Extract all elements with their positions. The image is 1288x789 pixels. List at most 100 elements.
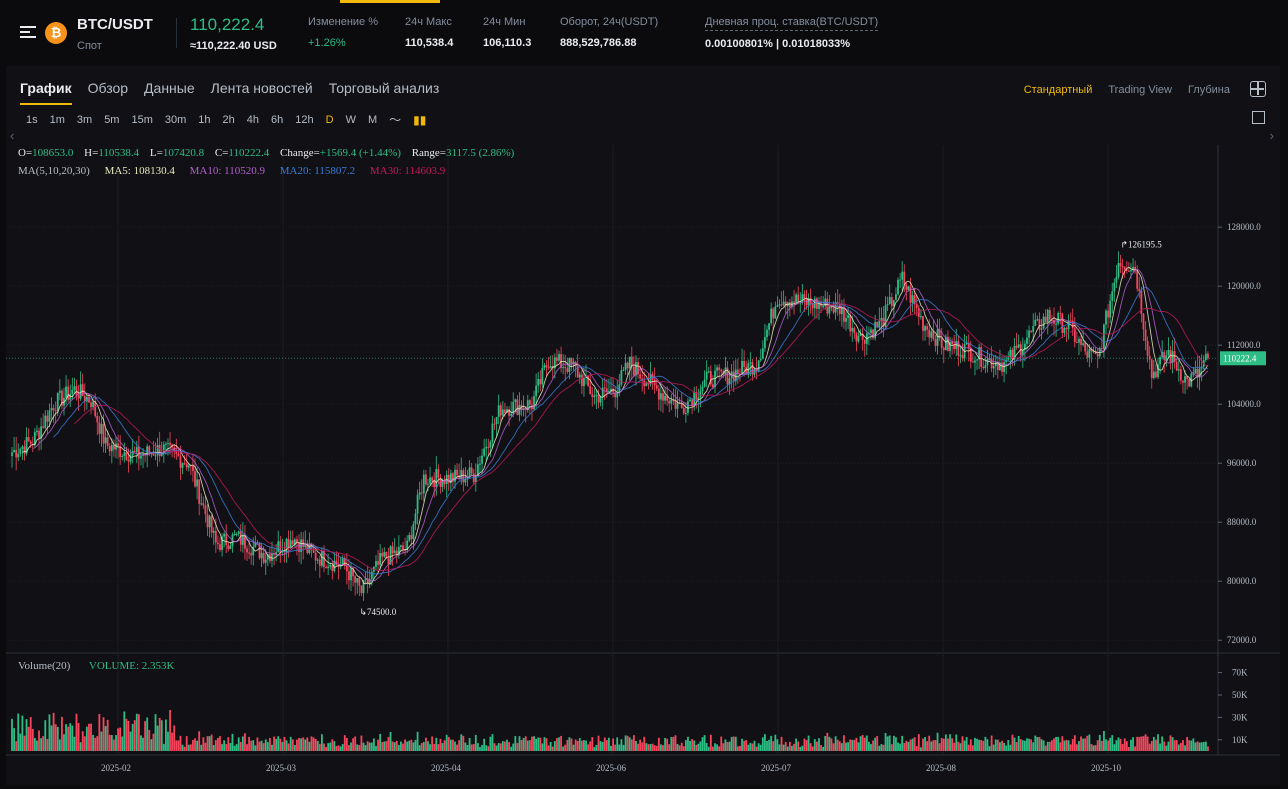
- candle-body: [464, 478, 467, 483]
- volume-bar: [838, 741, 841, 751]
- volume-bar: [580, 740, 583, 751]
- volume-bar: [589, 741, 592, 751]
- menu-icon[interactable]: [20, 26, 36, 40]
- chevron-right-icon[interactable]: ›: [1269, 128, 1274, 143]
- view-depth[interactable]: Глубина: [1187, 84, 1230, 96]
- candle-body: [1165, 355, 1168, 360]
- interval-5m[interactable]: 5m: [104, 113, 120, 126]
- volume-bar: [780, 736, 783, 751]
- candle-body: [859, 333, 862, 336]
- volume-bar: [366, 741, 369, 751]
- candle-body: [424, 474, 427, 485]
- chevron-left-icon[interactable]: ‹: [10, 128, 15, 143]
- interval-15m[interactable]: 15m: [131, 113, 153, 126]
- volume-bar: [720, 736, 723, 751]
- candle-body: [433, 481, 436, 488]
- candle-body: [1001, 362, 1003, 372]
- tab-news[interactable]: Лента новостей: [210, 80, 313, 96]
- volume-bar: [859, 736, 862, 751]
- tab-trading-analysis[interactable]: Торговый анализ: [328, 80, 440, 96]
- candle-body: [148, 446, 151, 454]
- candle-body: [470, 467, 473, 474]
- view-tradingview[interactable]: Trading View: [1108, 84, 1172, 96]
- candle-body: [553, 357, 556, 369]
- tab-overview[interactable]: Обзор: [87, 80, 129, 96]
- volume-bar: [928, 735, 931, 751]
- interval-6h[interactable]: 6h: [271, 113, 284, 126]
- volume-bar: [632, 735, 635, 751]
- volume-bar: [743, 740, 746, 751]
- volume-bar: [458, 740, 461, 751]
- candle-body: [156, 445, 159, 456]
- candle-body: [1023, 343, 1026, 351]
- line-chart-icon[interactable]: 〜: [389, 113, 402, 127]
- interval-12h[interactable]: 12h: [295, 113, 314, 126]
- candlestick-chart[interactable]: ↱126195.5 ↳74500.0 128000.0 120000.0 112000…: [6, 145, 1280, 785]
- volume-bar: [712, 746, 714, 751]
- interval-1m[interactable]: 1m: [49, 113, 65, 126]
- fullscreen-icon[interactable]: [1252, 111, 1265, 124]
- candlestick-icon[interactable]: ▮▮: [413, 112, 427, 127]
- volume-bar: [603, 737, 606, 751]
- candle-body: [391, 546, 394, 554]
- candle-body: [254, 542, 257, 547]
- tab-data[interactable]: Данные: [144, 80, 195, 96]
- volume-bar: [137, 714, 140, 751]
- interval-1s[interactable]: 1s: [26, 113, 38, 126]
- candle-body: [217, 542, 219, 545]
- volume-bar: [724, 739, 727, 751]
- candle-body: [387, 558, 390, 565]
- interval-2h[interactable]: 2h: [222, 113, 235, 126]
- volume-bar: [834, 736, 837, 751]
- volume-bar: [115, 735, 117, 751]
- interval-4h[interactable]: 4h: [246, 113, 260, 126]
- volume-bar: [212, 744, 215, 751]
- stat-daily-rate[interactable]: Дневная проц. ставка(BTC/USDT) 0.0010080…: [705, 16, 879, 50]
- volume-bar: [574, 739, 577, 751]
- volume-bar: [680, 742, 683, 751]
- volume-bar: [739, 745, 741, 751]
- candle-body: [1021, 350, 1024, 355]
- interval-1mo[interactable]: M: [367, 113, 378, 126]
- volume-bar: [957, 741, 960, 751]
- volume-bar: [312, 737, 315, 751]
- volume-bar: [865, 735, 868, 751]
- candle-body: [944, 336, 947, 351]
- volume-bar: [676, 744, 679, 751]
- volume-bar: [999, 742, 1001, 751]
- volume-bar: [229, 743, 232, 751]
- candle-body: [797, 294, 800, 302]
- interval-3m[interactable]: 3m: [76, 113, 93, 126]
- volume-bar: [666, 738, 669, 751]
- volume-bar: [142, 737, 144, 751]
- interval-1w[interactable]: W: [345, 113, 356, 126]
- volume-bar: [728, 741, 731, 751]
- volume-bar: [67, 726, 70, 751]
- volume-bar: [639, 739, 642, 751]
- candle-body: [618, 384, 621, 393]
- tab-chart[interactable]: График: [20, 80, 72, 105]
- candle-body: [210, 516, 213, 533]
- volume-bar: [664, 737, 666, 751]
- candles: ↱126195.5 ↳74500.0: [11, 239, 1209, 617]
- view-standard[interactable]: Стандартный: [1023, 84, 1093, 96]
- volume-bar: [119, 727, 122, 751]
- volume-bar: [244, 733, 246, 751]
- candle-body: [158, 445, 161, 457]
- candle-body: [605, 388, 608, 392]
- volume-bar: [414, 739, 417, 751]
- symbol-title[interactable]: BTC/USDT: [77, 16, 153, 33]
- volume-bar: [327, 743, 330, 751]
- volume-bar: [628, 737, 631, 751]
- interval-30m[interactable]: 30m: [164, 113, 187, 126]
- volume-bar: [383, 741, 386, 751]
- layout-grid-icon[interactable]: [1250, 81, 1266, 97]
- volume-bar: [449, 739, 452, 751]
- interval-1h[interactable]: 1h: [198, 113, 211, 126]
- interval-1d[interactable]: D: [325, 113, 334, 126]
- candle-body: [1086, 351, 1089, 358]
- candle-body: [246, 548, 248, 553]
- volume-bar: [429, 744, 431, 751]
- candle-body: [564, 367, 567, 369]
- volume-bar: [310, 736, 313, 751]
